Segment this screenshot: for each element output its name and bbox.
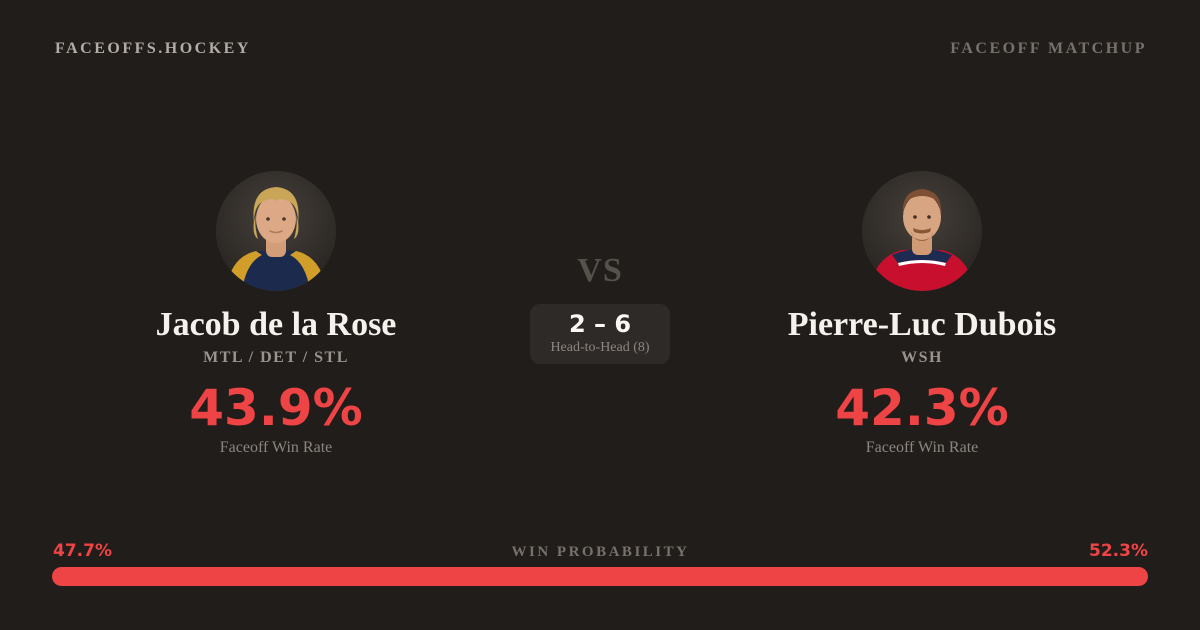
player-left-avatar <box>216 171 336 291</box>
brand-logo: FACEOFFS.HOCKEY <box>55 40 251 57</box>
player-photo-icon <box>862 171 982 291</box>
player-left-name: Jacob de la Rose <box>155 306 397 343</box>
vs-label: VS <box>577 252 623 289</box>
head-to-head-box: 2 – 6 Head-to-Head (8) <box>530 304 670 364</box>
player-left-teams: MTL / DET / STL <box>203 349 349 367</box>
win-probability-right-pct: 52.3% <box>1089 541 1148 561</box>
player-right-name: Pierre-Luc Dubois <box>787 306 1057 343</box>
win-probability-labels: 47.7% WIN PROBABILITY 52.3% <box>53 541 1148 561</box>
player-left-win-rate-caption: Faceoff Win Rate <box>219 439 333 457</box>
center-column: VS 2 – 6 Head-to-Head (8) <box>500 252 700 364</box>
player-right-column: Pierre-Luc Dubois WSH 42.3% Faceoff Win … <box>702 171 1142 457</box>
win-bar-right <box>574 567 1148 586</box>
player-right-avatar <box>862 171 982 291</box>
win-bar-left <box>52 567 575 586</box>
player-right-win-rate: 42.3% <box>835 379 1009 438</box>
player-left-win-rate: 43.9% <box>189 379 363 438</box>
player-right-teams: WSH <box>901 349 943 367</box>
head-to-head-caption: Head-to-Head (8) <box>550 339 650 355</box>
head-to-head-score: 2 – 6 <box>568 310 632 339</box>
player-left-column: Jacob de la Rose MTL / DET / STL 43.9% F… <box>56 171 496 457</box>
header-label: FACEOFF MATCHUP <box>950 40 1147 57</box>
win-probability-title: WIN PROBABILITY <box>511 544 690 560</box>
player-photo-icon <box>216 171 336 291</box>
win-probability-left-pct: 47.7% <box>53 541 112 561</box>
header: FACEOFFS.HOCKEY FACEOFF MATCHUP <box>55 40 1147 58</box>
win-probability-bar <box>52 567 1148 586</box>
player-right-win-rate-caption: Faceoff Win Rate <box>865 439 979 457</box>
